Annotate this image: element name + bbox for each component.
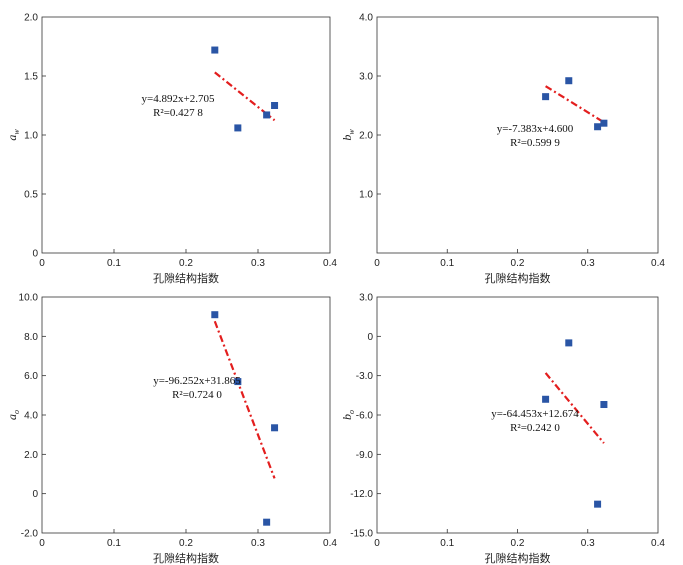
x-tick-label: 0.3 [251,258,265,269]
y-tick-label: 2.0 [359,131,373,142]
x-axis-title: 孔隙结构指数 [485,271,551,285]
y-axis-title-main: a [5,414,19,420]
y-axis-title-subscript: w [347,129,356,135]
x-tick-label: 0.4 [323,258,337,269]
y-axis-title-subscript: o [347,410,356,414]
chart-panel-4: 0 0.1 0.2 0.3 0.4 -15.0 -12.0 -9.0 -6.0 -3.0 0 3.0 孔… [340,293,665,565]
regression-equation: y=-7.383x+4.600 [497,123,574,135]
data-point [234,124,242,132]
x-tick-label: 0.2 [179,258,193,269]
x-axis-title: 孔隙结构指数 [153,271,219,285]
x-tick-label: 0.3 [251,538,265,549]
y-axis-title-main: b [340,135,354,141]
chart-panel-2: 0 0.1 0.2 0.3 0.4 1.0 2.0 3.0 4.0 孔隙结构指数 bw y=-7.38… [340,13,665,286]
y-tick-label: 4.0 [359,13,373,24]
r-squared: R²=0.724 0 [172,389,222,401]
x-tick-label: 0.3 [581,538,595,549]
data-point [263,111,271,119]
y-tick-label: -3.0 [356,371,374,382]
data-point [594,500,602,508]
data-point [271,424,279,432]
y-tick-label: 3.0 [359,72,373,83]
data-point [542,93,550,101]
y-tick-label: 0 [32,489,38,500]
regression-equation: y=-64.453x+12.674 [491,408,579,420]
r-squared: R²=0.599 9 [510,137,560,149]
r-squared: R²=0.242 0 [510,422,560,434]
y-axis-title: aw [5,129,21,141]
x-tick-label: 0 [374,538,380,549]
x-tick-label: 0 [39,258,45,269]
x-tick-label: 0.1 [440,258,454,269]
y-axis-title-main: b [340,414,354,420]
x-axis-title: 孔隙结构指数 [485,551,551,565]
trend-line [213,320,276,479]
data-point [565,339,573,347]
regression-equation: y=-96.252x+31.865 [153,375,241,387]
data-point [542,395,550,403]
y-tick-label: -12.0 [350,489,373,500]
y-axis-title-subscript: w [12,129,21,135]
x-tick-label: 0.2 [511,258,525,269]
y-tick-label: 4.0 [24,411,38,422]
data-point [600,401,608,409]
data-point [263,518,271,526]
data-point [565,77,573,85]
y-tick-label: 2.0 [24,13,38,24]
y-tick-label: 10.0 [19,293,39,304]
y-tick-label: -9.0 [356,450,374,461]
x-tick-label: 0.4 [323,538,337,549]
y-axis-title: bw [340,129,356,141]
data-point [600,119,608,127]
x-tick-label: 0 [39,538,45,549]
y-tick-label: 1.0 [359,190,373,201]
x-tick-label: 0.4 [651,258,665,269]
data-point [594,123,602,131]
x-tick-label: 0.4 [651,538,665,549]
r-squared: R²=0.427 8 [153,107,203,119]
y-tick-label: 6.0 [24,371,38,382]
y-tick-label: -2.0 [21,529,39,540]
y-tick-label: 8.0 [24,332,38,343]
x-tick-label: 0.1 [107,258,121,269]
data-point [271,102,279,109]
y-tick-label: 3.0 [359,293,373,304]
x-axis-title: 孔隙结构指数 [153,551,219,565]
y-tick-label: -15.0 [350,529,373,540]
y-tick-label: 0 [367,332,373,343]
plot-frame [376,16,659,254]
chart-panel-1: 0 0.1 0.2 0.3 0.4 0 0.5 1.0 1.5 2.0 孔隙结构指数 aw y=4.89… [5,13,337,286]
regression-equation: y=4.892x+2.705 [142,93,215,105]
x-tick-label: 0.2 [179,538,193,549]
chart-panel-3: 0 0.1 0.2 0.3 0.4-2.002.04.06.08.010.0孔隙结构指数… [5,293,337,565]
trend-line [544,372,605,444]
y-tick-label: 0.5 [24,190,38,201]
y-tick-label: -6.0 [356,411,374,422]
y-tick-label: 1.5 [24,72,38,83]
trend-line [545,85,605,124]
y-tick-label: 1.0 [24,131,38,142]
x-tick-label: 0.3 [581,258,595,269]
plot-frame [41,16,331,254]
x-tick-label: 0.2 [511,538,525,549]
x-tick-label: 0.1 [107,538,121,549]
plot-frame [41,296,331,534]
x-tick-label: 0 [374,258,380,269]
y-tick-label: 2.0 [24,450,38,461]
y-axis-title: ao [5,410,21,420]
y-axis-title-subscript: o [12,410,21,414]
y-axis-title: bo [340,410,356,420]
data-point [211,46,219,54]
x-tick-label: 0.1 [440,538,454,549]
y-tick-label: 0 [32,249,38,260]
data-point [211,311,219,319]
y-axis-title-main: a [5,135,19,141]
data-point [234,378,242,386]
